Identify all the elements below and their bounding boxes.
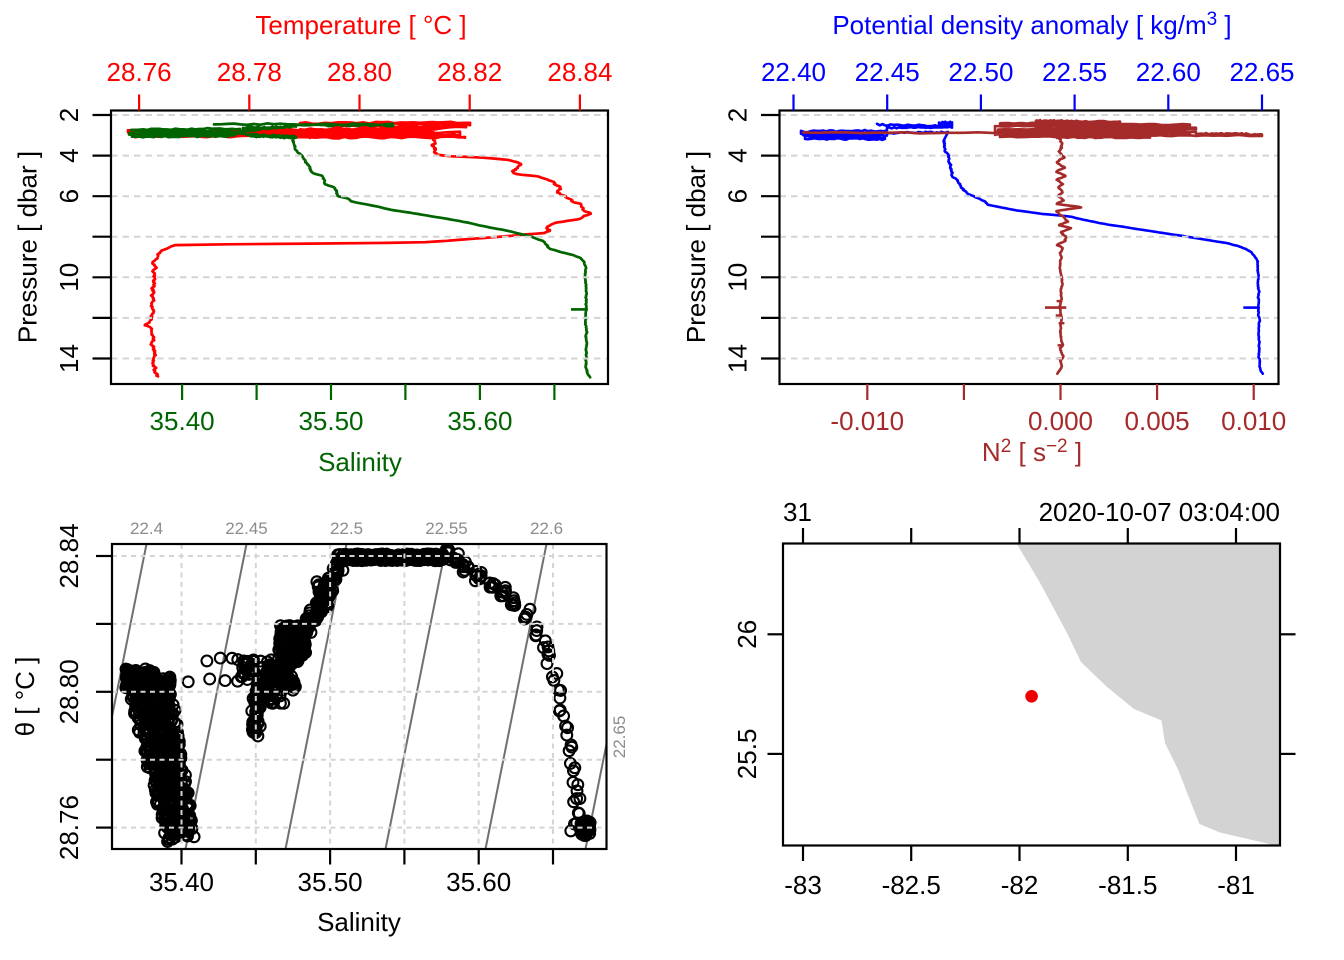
svg-text:6: 6 (723, 189, 753, 203)
svg-text:4: 4 (723, 148, 753, 162)
svg-text:-81: -81 (1217, 870, 1255, 900)
svg-text:Salinity: Salinity (318, 447, 402, 477)
svg-text:Potential density anomaly [ kg: Potential density anomaly [ kg/m3 ] (832, 9, 1231, 40)
svg-text:26: 26 (732, 620, 762, 649)
svg-text:22.65: 22.65 (610, 716, 629, 759)
svg-text:0.000: 0.000 (1028, 406, 1093, 436)
svg-text:-82: -82 (1001, 870, 1039, 900)
svg-text:N2 [ s−2 ]: N2 [ s−2 ] (982, 436, 1082, 467)
svg-text:28.80: 28.80 (54, 659, 84, 724)
svg-text:22.45: 22.45 (855, 57, 920, 87)
svg-text:-82.5: -82.5 (882, 870, 941, 900)
svg-text:22.50: 22.50 (948, 57, 1013, 87)
svg-text:35.50: 35.50 (298, 867, 363, 897)
svg-text:2: 2 (723, 108, 753, 122)
svg-text:35.60: 35.60 (446, 867, 511, 897)
svg-text:22.65: 22.65 (1229, 57, 1294, 87)
svg-text:22.55: 22.55 (1042, 57, 1107, 87)
svg-text:28.76: 28.76 (54, 795, 84, 860)
svg-text:28.76: 28.76 (107, 57, 172, 87)
svg-text:4: 4 (54, 148, 84, 162)
svg-text:35.40: 35.40 (149, 867, 214, 897)
svg-text:22.4: 22.4 (130, 519, 163, 538)
svg-text:0.005: 0.005 (1125, 406, 1190, 436)
svg-text:22.6: 22.6 (530, 519, 563, 538)
svg-text:35.50: 35.50 (298, 406, 363, 436)
svg-text:Pressure [ dbar ]: Pressure [ dbar ] (681, 151, 711, 343)
svg-text:14: 14 (54, 344, 84, 373)
svg-text:35.40: 35.40 (150, 406, 215, 436)
svg-text:28.84: 28.84 (547, 57, 612, 87)
svg-text:22.60: 22.60 (1136, 57, 1201, 87)
svg-text:-83: -83 (784, 870, 822, 900)
svg-text:-0.010: -0.010 (830, 406, 904, 436)
svg-text:0.010: 0.010 (1221, 406, 1286, 436)
svg-text:θ [ °C ]: θ [ °C ] (10, 657, 40, 737)
svg-text:22.55: 22.55 (425, 519, 468, 538)
svg-text:25.5: 25.5 (732, 729, 762, 780)
svg-text:Temperature [ °C ]: Temperature [ °C ] (255, 10, 466, 40)
svg-text:22.5: 22.5 (330, 519, 363, 538)
svg-text:28.84: 28.84 (54, 523, 84, 588)
svg-text:2: 2 (54, 108, 84, 122)
svg-text:-81.5: -81.5 (1098, 870, 1157, 900)
svg-text:35.60: 35.60 (447, 406, 512, 436)
svg-text:22.45: 22.45 (225, 519, 268, 538)
svg-text:10: 10 (54, 263, 84, 292)
svg-text:28.78: 28.78 (217, 57, 282, 87)
svg-text:22.40: 22.40 (761, 57, 826, 87)
svg-text:14: 14 (723, 344, 753, 373)
svg-text:28.82: 28.82 (437, 57, 502, 87)
svg-text:10: 10 (723, 263, 753, 292)
svg-text:Pressure [ dbar ]: Pressure [ dbar ] (13, 151, 43, 343)
svg-text:Salinity: Salinity (317, 907, 401, 937)
svg-text:28.80: 28.80 (327, 57, 392, 87)
svg-text:31: 31 (783, 497, 812, 527)
svg-text:6: 6 (54, 189, 84, 203)
svg-text:2020-10-07 03:04:00: 2020-10-07 03:04:00 (1039, 497, 1280, 527)
